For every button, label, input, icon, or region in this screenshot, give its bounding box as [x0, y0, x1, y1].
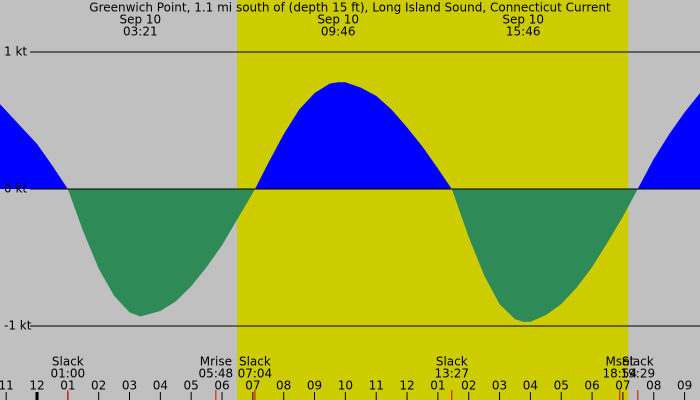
- x-tick-label: 06: [584, 379, 599, 393]
- x-tick-label: 02: [91, 379, 106, 393]
- event-label: Mrise: [200, 355, 232, 369]
- event-time: 07:04: [238, 367, 273, 381]
- peak-date: Sep 10: [502, 13, 544, 27]
- x-tick-label: 01: [60, 379, 75, 393]
- peak-time: 03:21: [123, 25, 158, 39]
- x-tick-label: 02: [461, 379, 476, 393]
- x-tick-label: 05: [554, 379, 569, 393]
- x-tick-label: 07: [615, 379, 630, 393]
- x-tick-label: 11: [369, 379, 384, 393]
- x-tick-label: 09: [677, 379, 692, 393]
- event-label: Slack: [52, 355, 84, 369]
- x-tick-label: 09: [307, 379, 322, 393]
- x-tick-label: 05: [184, 379, 199, 393]
- x-tick-label: 01: [430, 379, 445, 393]
- event-label: Slack: [622, 355, 654, 369]
- event-label: Slack: [436, 355, 468, 369]
- event-time: 18:54: [603, 367, 638, 381]
- x-tick-label: 10: [338, 379, 353, 393]
- flood-area: [0, 82, 700, 190]
- chart-title: Greenwich Point, 1.1 mi south of (depth …: [89, 1, 611, 15]
- x-tick-label: 04: [153, 379, 168, 393]
- event-time: 01:00: [51, 367, 86, 381]
- x-tick-label: 08: [276, 379, 291, 393]
- event-time: 19:29: [621, 367, 656, 381]
- peak-time: 09:46: [321, 25, 356, 39]
- x-tick-label: 06: [214, 379, 229, 393]
- x-tick-label: 11: [0, 379, 14, 393]
- y-tick-label: 1 kt: [4, 45, 27, 59]
- peak-date: Sep 10: [119, 13, 161, 27]
- y-tick-label: 0 kt: [4, 182, 27, 196]
- ebb-area: [67, 189, 638, 322]
- event-label: Mset: [605, 355, 634, 369]
- event-time: 05:48: [199, 367, 234, 381]
- event-time: 13:27: [434, 367, 469, 381]
- x-tick-label: 08: [646, 379, 661, 393]
- peak-date: Sep 10: [317, 13, 359, 27]
- x-tick-label: 03: [492, 379, 507, 393]
- x-tick-label: 04: [523, 379, 538, 393]
- x-tick-label: 12: [399, 379, 414, 393]
- x-tick-label: 03: [122, 379, 137, 393]
- x-tick-label: 12: [29, 379, 44, 393]
- peak-time: 15:46: [506, 25, 541, 39]
- x-tick-label: 07: [245, 379, 260, 393]
- event-label: Slack: [239, 355, 271, 369]
- y-tick-label: -1 kt: [4, 319, 32, 333]
